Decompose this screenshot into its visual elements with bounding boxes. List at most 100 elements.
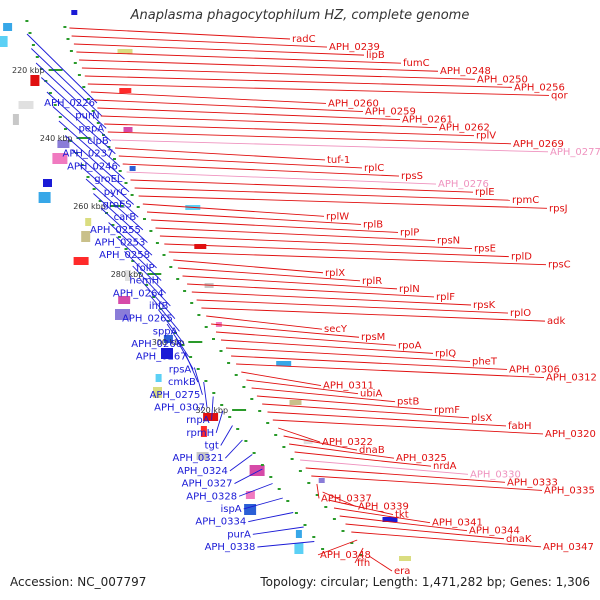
- track-dot: [321, 548, 325, 550]
- gene-leader-line: [149, 294, 180, 332]
- gene-label-right: rpsE: [474, 244, 496, 255]
- track-dot: [234, 374, 238, 376]
- gene-leader-line: [322, 491, 357, 507]
- track-dot: [75, 152, 78, 154]
- track-dot: [227, 362, 231, 364]
- feature-block: [18, 101, 34, 109]
- track-dot: [181, 344, 185, 346]
- track-dot: [307, 482, 311, 484]
- track-dot: [124, 182, 128, 184]
- track-dot: [53, 104, 57, 106]
- track-dot: [136, 206, 140, 208]
- gene-leader-line: [146, 211, 362, 225]
- gene-leader-line: [157, 309, 185, 345]
- feature-block: [196, 452, 209, 460]
- gene-label-right: qor: [551, 90, 568, 101]
- gene-label-left: APH_0275: [150, 390, 201, 401]
- gene-label-right: APH_0239: [329, 42, 380, 53]
- gene-leader-line: [126, 171, 437, 185]
- feature-block: [163, 335, 173, 343]
- gene-label-left: rpsA: [169, 364, 192, 375]
- feature-block: [73, 257, 89, 265]
- gene-leader-line: [35, 62, 107, 129]
- gene-label-right: secY: [324, 324, 348, 335]
- kbp-tick-label: 220 kbp: [12, 66, 45, 75]
- feature-block: [123, 127, 133, 132]
- feature-block: [399, 556, 411, 561]
- gene-leader-line: [132, 265, 171, 307]
- feature-block: [118, 296, 131, 304]
- gene-leader-line: [111, 139, 549, 153]
- gene-leader-line: [289, 443, 395, 459]
- feature-block: [289, 400, 302, 405]
- gene-label-right: APH_0339: [358, 502, 409, 513]
- gene-leader-line: [203, 381, 208, 408]
- feature-block: [85, 218, 92, 226]
- gene-label-right: pheT: [472, 356, 498, 367]
- gene-leader-line: [71, 149, 134, 205]
- track-dot: [359, 554, 363, 556]
- track-dot: [242, 386, 246, 388]
- gene-leader-line: [100, 207, 153, 256]
- feature-block: [125, 270, 131, 281]
- gene-label-left: APH_0266: [131, 339, 182, 350]
- track-dot: [260, 464, 264, 466]
- gene-label-right: lipB: [366, 50, 385, 61]
- gene-label-right: APH_0322: [322, 437, 373, 448]
- feature-block: [318, 478, 325, 483]
- feature-block: [155, 374, 162, 382]
- gene-label-right: tkt: [395, 510, 409, 521]
- gene-leader-line: [130, 179, 474, 193]
- track-dot: [80, 164, 84, 166]
- gene-leader-line: [225, 439, 243, 459]
- track-dot: [204, 326, 208, 328]
- topology-label: Topology: circular; Length: 1,471,282 bp…: [260, 575, 590, 589]
- gene-label-right: rplW: [326, 211, 349, 222]
- feature-block: [57, 140, 70, 148]
- gene-label-right: APH_0333: [507, 477, 558, 488]
- gene-leader-line: [79, 59, 439, 72]
- gene-leader-line: [94, 99, 364, 112]
- feature-block: [200, 426, 207, 437]
- gene-label-right: APH_0325: [396, 453, 447, 464]
- track-dot: [124, 248, 128, 250]
- gene-label-right: nrdA: [433, 461, 457, 472]
- gene-label-left: carB: [114, 212, 137, 223]
- track-dot: [91, 110, 95, 112]
- track-dot: [117, 236, 121, 238]
- gene-label-right: adk: [547, 316, 565, 327]
- gene-leader-line: [191, 291, 472, 306]
- gene-leader-line: [294, 451, 432, 467]
- gene-leader-line: [267, 411, 507, 427]
- gene-label-right: rplR: [362, 276, 382, 287]
- track-dot: [25, 20, 29, 22]
- gene-label-right: rpsN: [437, 236, 460, 247]
- gene-leader-line: [196, 299, 509, 314]
- gene-label-right: APH_0312: [546, 373, 597, 384]
- track-dot: [269, 476, 273, 478]
- feature-block: [12, 114, 19, 125]
- gene-leader-line: [316, 483, 320, 499]
- track-dot: [86, 176, 90, 178]
- gene-label-right: APH_0250: [477, 74, 528, 85]
- gene-label-right: APH_0320: [545, 429, 596, 440]
- gene-leader-line: [354, 547, 364, 564]
- gene-label-right: rplB: [363, 219, 383, 230]
- feature-block: [119, 88, 132, 93]
- feature-block: [245, 491, 255, 499]
- gene-label-left: folP: [136, 263, 154, 274]
- track-dot: [350, 542, 354, 544]
- feature-block: [303, 439, 313, 444]
- track-dot: [341, 530, 345, 532]
- gene-leader-line: [351, 531, 542, 548]
- feature-block: [203, 413, 219, 421]
- track-dot: [111, 224, 115, 226]
- track-dot: [290, 458, 294, 460]
- track-dot: [176, 278, 180, 280]
- gene-leader-line: [243, 497, 283, 510]
- feature-block: [3, 23, 13, 31]
- feature-block: [43, 179, 52, 187]
- track-dot: [35, 56, 39, 58]
- gene-label-right: rplD: [511, 252, 532, 263]
